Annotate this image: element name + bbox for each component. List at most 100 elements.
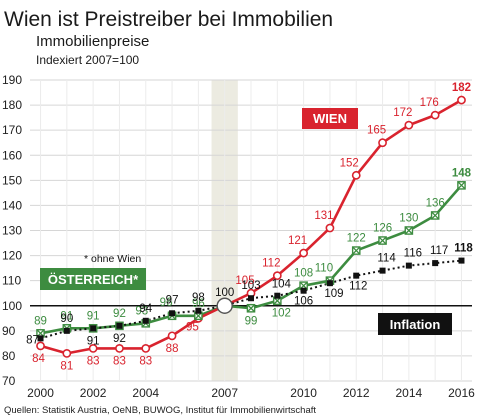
point-oesterreich-2008 bbox=[247, 304, 255, 312]
data-label-inflation-2016: 118 bbox=[454, 243, 473, 255]
data-label-oesterreich-2014: 130 bbox=[399, 213, 418, 225]
series-label-oesterreich-box bbox=[40, 268, 146, 290]
data-label-inflation-2015: 117 bbox=[430, 245, 448, 257]
point-wien-2012 bbox=[351, 170, 361, 180]
data-label-wien-2001: 81 bbox=[60, 360, 73, 372]
plot-area: 70 80 90 100 110 120 130 140 150 160 170 180 190 2000… bbox=[2, 73, 475, 400]
data-label-wien-2000: 84 bbox=[32, 353, 45, 365]
point-wien-2010 bbox=[299, 248, 309, 258]
point-inflation-2015 bbox=[432, 260, 439, 267]
data-label-oesterreich-2006: 96 bbox=[192, 298, 205, 310]
point-wien-2014 bbox=[404, 120, 414, 130]
data-label-oesterreich-2008: 99 bbox=[245, 315, 258, 327]
data-label-wien-2016: 182 bbox=[452, 82, 471, 94]
data-label-inflation-2006: 98 bbox=[192, 292, 205, 304]
point-inflation-2006 bbox=[195, 307, 202, 314]
point-wien-2001 bbox=[62, 349, 72, 358]
series-label-inflation: Inflation bbox=[390, 317, 441, 332]
point-wien-2009 bbox=[272, 271, 282, 281]
data-label-wien-2014: 172 bbox=[393, 107, 412, 119]
data-label-inflation-2012: 112 bbox=[349, 281, 367, 293]
series-label-wien: WIEN bbox=[313, 111, 347, 126]
data-label-wien-2005: 88 bbox=[166, 343, 179, 355]
point-inflation-2002 bbox=[90, 325, 97, 332]
data-label-inflation-2014: 116 bbox=[404, 248, 422, 260]
y-tick-label-120: 120 bbox=[2, 249, 22, 263]
data-label-wien-2013: 165 bbox=[367, 125, 386, 137]
point-wien-2003 bbox=[115, 343, 124, 353]
point-inflation-2016 bbox=[458, 257, 465, 264]
data-label-wien-2003: 83 bbox=[113, 355, 126, 367]
data-label-wien-2011: 131 bbox=[314, 210, 333, 222]
x-tick-label-2000: 2000 bbox=[27, 386, 54, 400]
data-label-inflation-2011: 109 bbox=[324, 288, 343, 300]
data-label-wien-2010: 121 bbox=[288, 235, 307, 247]
index-note: Indexiert 2007=100 bbox=[36, 53, 139, 67]
point-inflation-2012 bbox=[353, 272, 360, 279]
data-label-inflation-2005: 97 bbox=[166, 294, 179, 306]
data-label-wien-2002: 83 bbox=[87, 355, 100, 367]
data-label-inflation-2009: 104 bbox=[272, 279, 292, 291]
oesterreich-footnote: * ohne Wien bbox=[84, 253, 141, 265]
point-inflation-2010 bbox=[300, 287, 307, 294]
data-label-oesterreich-2015: 136 bbox=[426, 197, 445, 209]
point-oesterreich-2006 bbox=[194, 312, 202, 320]
y-tick-label-190: 190 bbox=[2, 73, 22, 87]
point-wien-2013 bbox=[378, 138, 387, 148]
point-wien-2002 bbox=[88, 343, 98, 353]
point-wien-2015 bbox=[430, 110, 440, 120]
data-label-inflation-2010: 106 bbox=[294, 296, 313, 308]
point-inflation-2003 bbox=[116, 322, 123, 329]
point-inflation-2005 bbox=[169, 310, 176, 317]
x-tick-label-2014: 2014 bbox=[396, 386, 423, 400]
data-label-oesterreich-2013: 126 bbox=[373, 223, 392, 235]
y-tick-label-110: 110 bbox=[2, 274, 21, 288]
y-tick-label-70: 70 bbox=[2, 374, 16, 388]
source-note: Quellen: Statistik Austria, OeNB, BUWOG,… bbox=[4, 405, 316, 416]
point-inflation-2011 bbox=[326, 280, 333, 287]
point-inflation-2013 bbox=[379, 267, 386, 274]
data-label-wien-2015: 176 bbox=[420, 97, 439, 109]
x-tick-label-2016: 2016 bbox=[448, 386, 475, 400]
data-label-oesterreich-2012: 122 bbox=[347, 233, 366, 245]
y-tick-label-90: 90 bbox=[2, 324, 16, 338]
point-oesterreich-2000 bbox=[37, 329, 44, 337]
data-label-oesterreich-2010: 108 bbox=[294, 268, 313, 280]
data-label-inflation-2004: 94 bbox=[139, 303, 152, 315]
y-tick-label-140: 140 bbox=[2, 198, 22, 212]
point-oesterreich-2014 bbox=[405, 227, 413, 234]
point-wien-2016 bbox=[457, 95, 466, 105]
data-label-oesterreich-2000: 89 bbox=[34, 315, 47, 327]
point-inflation-2000 bbox=[37, 335, 44, 342]
point-wien-2011 bbox=[325, 223, 335, 233]
data-label-oesterreich-2005: 96 bbox=[160, 297, 173, 309]
data-label-oesterreich-2003: 92 bbox=[113, 308, 126, 320]
data-label-oesterreich-2009: 102 bbox=[272, 308, 291, 320]
data-label-oesterreich-2002: 91 bbox=[87, 310, 100, 322]
point-inflation-2008 bbox=[248, 295, 254, 302]
data-label-wien-2008: 105 bbox=[235, 275, 254, 287]
data-label-oesterreich-2001: 91 bbox=[60, 310, 73, 322]
point-oesterreich-2009 bbox=[273, 297, 281, 305]
data-label-wien-2006: 95 bbox=[186, 321, 199, 333]
data-label-wien-2012: 152 bbox=[340, 157, 359, 169]
data-label-oesterreich-2016: 148 bbox=[452, 167, 472, 179]
y-tick-label-100: 100 bbox=[2, 299, 22, 313]
data-label-wien-2004: 83 bbox=[139, 355, 152, 367]
y-tick-label-130: 130 bbox=[2, 224, 22, 238]
y-tick-label-80: 80 bbox=[2, 349, 16, 363]
point-inflation-2001 bbox=[63, 327, 70, 334]
data-label-inflation-2001: 90 bbox=[60, 313, 73, 325]
point-oesterreich-2013 bbox=[379, 237, 387, 244]
base-point-label: 100 bbox=[215, 287, 234, 299]
series-line-inflation bbox=[40, 259, 462, 340]
x-tick-label-2007: 2007 bbox=[211, 386, 238, 400]
point-oesterreich-2016 bbox=[458, 181, 465, 189]
base-point-marker bbox=[216, 297, 233, 314]
point-inflation-2014 bbox=[405, 262, 412, 269]
data-label-oesterreich-2011: 110 bbox=[315, 263, 333, 275]
y-tick-label-160: 160 bbox=[2, 148, 22, 162]
data-label-inflation-2002: 91 bbox=[87, 335, 100, 347]
data-label-inflation-2008: 103 bbox=[241, 280, 260, 292]
